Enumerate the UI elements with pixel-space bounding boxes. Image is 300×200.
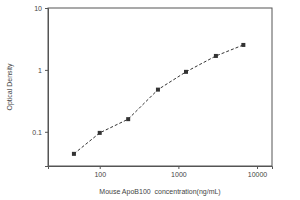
y-axis: 0.1 1 10 (32, 5, 48, 167)
x-tick: 100 (94, 166, 106, 178)
y-tick-label: 1 (38, 67, 42, 74)
x-tick-mark (100, 166, 101, 169)
y-tick-mark (45, 8, 48, 9)
plot: 100 1000 10000 0.1 1 10 (32, 5, 272, 178)
x-tick-label: 100 (94, 171, 106, 178)
point (184, 70, 188, 74)
y-tick-label: 10 (34, 5, 42, 12)
y-tick: 10 (34, 5, 48, 12)
x-tick: 10000 (248, 166, 268, 178)
x-tick-mark (257, 166, 258, 169)
point (214, 54, 218, 58)
x-axis: 100 1000 10000 (49, 166, 273, 178)
point (126, 117, 130, 121)
y-tick-mark (45, 70, 48, 71)
plot-frame (48, 8, 272, 166)
series-line (74, 45, 243, 154)
x-tick-label: 1000 (171, 171, 187, 178)
y-axis-line (45, 9, 49, 167)
point (98, 131, 102, 135)
x-tick: 1000 (171, 166, 187, 178)
y-axis-title: Optical Density (6, 63, 14, 111)
x-axis-line (49, 167, 273, 170)
series (72, 43, 245, 156)
chart: 100 1000 10000 0.1 1 10 Mouse ApoB100 concentr… (0, 0, 300, 200)
x-axis-title: Mouse ApoB100 concentration(ng/mL) (99, 188, 220, 196)
point (241, 43, 245, 47)
y-tick-label: 0.1 (32, 129, 42, 136)
y-tick: 0.1 (32, 129, 48, 136)
point (72, 152, 76, 156)
y-tick-mark (45, 132, 48, 133)
point (156, 88, 160, 92)
y-tick: 1 (38, 67, 48, 74)
x-tick-mark (178, 166, 179, 169)
x-tick-label: 10000 (248, 171, 268, 178)
